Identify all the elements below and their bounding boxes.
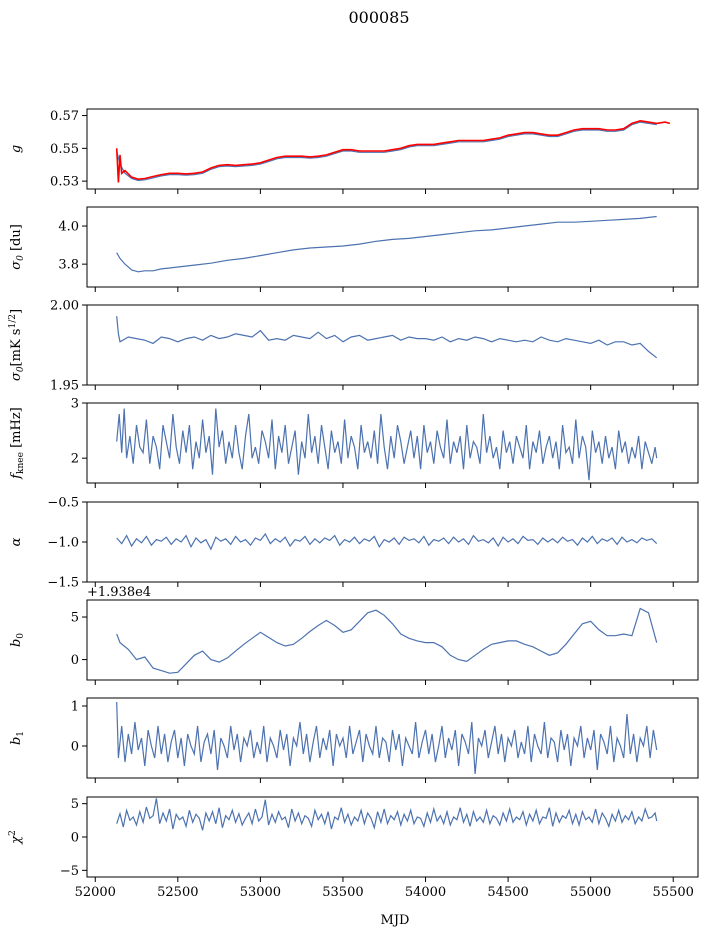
y-tick-label: −0.5 — [47, 496, 79, 511]
figure-title: 000085 — [348, 8, 409, 27]
panel-frame — [86, 796, 699, 878]
panel-6: 0 5 b0 +1.938e4 — [9, 585, 699, 685]
y-tick-label: 0.53 — [50, 175, 79, 190]
y-tick-label: −1.0 — [47, 536, 79, 551]
y-tick-label: 0.57 — [50, 109, 79, 124]
series-line — [116, 121, 657, 182]
panel-7: 0 1 b1 — [9, 697, 699, 783]
y-axis-label: b0 — [9, 633, 26, 647]
offset-label: +1.938e4 — [87, 585, 151, 600]
x-axis-label: MJD — [381, 913, 410, 928]
y-tick-label: 1.95 — [50, 379, 79, 394]
panel-frame — [86, 206, 699, 288]
panel-frame — [86, 599, 699, 681]
x-tick-label: 52000 — [75, 885, 116, 900]
y-tick-label: 4.0 — [58, 220, 79, 235]
panel-frame — [86, 501, 699, 583]
series-line — [116, 408, 658, 481]
series-line — [116, 607, 658, 674]
y-axis-label: σ0 [du] — [9, 224, 26, 270]
x-tick-label: 53500 — [322, 885, 363, 900]
y-tick-label: 2.00 — [50, 299, 79, 314]
panel-frame — [86, 108, 699, 190]
series-line — [116, 316, 658, 359]
x-tick-label: 55500 — [653, 885, 694, 900]
y-tick-label: −5 — [60, 864, 79, 879]
y-axis-label: σ0[mK s1/2] — [8, 309, 26, 381]
series-line — [116, 532, 658, 551]
y-axis-label: χ2 — [8, 830, 24, 845]
panel-8: 52000 52500 53000 53500 54000 54500 55000 55500… — [8, 796, 699, 900]
y-axis-label: α — [9, 537, 24, 546]
y-tick-label: 0 — [71, 740, 79, 755]
panel-1: 0.53 0.55 0.57 g — [9, 108, 699, 194]
y-tick-label: 0 — [71, 653, 79, 668]
panel-frame — [86, 304, 699, 386]
panel-2: 3.8 4.0 σ0 [du] — [9, 206, 699, 292]
y-tick-label: 5 — [71, 611, 79, 626]
y-axis-label: fknee [mHz] — [9, 407, 26, 480]
x-tick-label: 53000 — [240, 885, 281, 900]
y-tick-label: 1 — [71, 700, 79, 715]
panel-3: 1.95 2.00 σ0[mK s1/2] — [8, 299, 699, 394]
series-line — [116, 701, 658, 775]
panel-frame — [86, 697, 699, 779]
x-tick-label: 52500 — [157, 885, 198, 900]
y-axis-label: g — [9, 145, 24, 153]
y-tick-label: 3 — [71, 397, 79, 412]
panel-5: −1.5 −1.0 −0.5 α — [9, 496, 699, 591]
y-tick-label: 0 — [71, 831, 79, 846]
x-tick-label: 55000 — [570, 885, 611, 900]
y-tick-label: 3.8 — [58, 258, 79, 273]
panel-frame — [86, 402, 699, 484]
series-line — [116, 215, 657, 273]
series-line — [115, 119, 671, 183]
series-line — [116, 798, 658, 831]
panel-4: 2 3 fknee [mHz] — [9, 397, 699, 488]
y-tick-label: 2 — [71, 452, 79, 467]
x-tick-label: 54000 — [405, 885, 446, 900]
y-axis-label: b1 — [9, 731, 26, 745]
y-tick-label: 5 — [71, 797, 79, 812]
y-tick-label: −1.5 — [47, 576, 79, 591]
x-tick-label: 54500 — [487, 885, 528, 900]
y-tick-label: 0.55 — [50, 142, 79, 157]
